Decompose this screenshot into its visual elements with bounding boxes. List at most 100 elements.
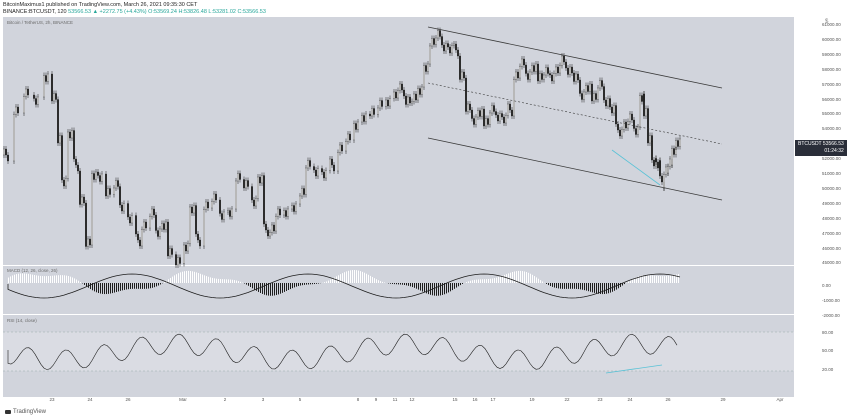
macd-bar — [190, 271, 191, 283]
candle-body — [441, 36, 443, 46]
candle-body — [71, 130, 73, 139]
candle-body — [663, 174, 665, 189]
candle-body — [347, 133, 349, 142]
candle-body — [673, 148, 675, 155]
macd-bar — [660, 276, 661, 283]
candle-body — [463, 71, 465, 79]
macd-bar — [216, 278, 217, 283]
candle-body — [47, 73, 49, 82]
macd-bar — [442, 283, 443, 295]
macd-bar — [674, 274, 675, 283]
last-price-tag: BTCUSDT 53566.53 01:24:32 — [795, 140, 847, 156]
macd-bar — [654, 275, 655, 283]
candle-body — [677, 140, 679, 147]
macd-bar — [228, 279, 229, 283]
macd-bar — [62, 275, 63, 283]
macd-bar — [212, 277, 213, 283]
symbol-name: BINANCE:BTCUSDT, 120 — [3, 9, 67, 15]
macd-bar — [188, 270, 189, 283]
candle-body — [583, 91, 585, 100]
candle-body — [199, 239, 201, 247]
macd-bar — [182, 271, 183, 283]
candle-body — [275, 216, 277, 232]
macd-bar — [218, 278, 219, 283]
candle-body — [361, 115, 363, 123]
macd-bar — [194, 271, 195, 283]
macd-bar — [348, 270, 349, 283]
candle-body — [563, 55, 565, 63]
brand-name: TradingView — [13, 409, 47, 415]
price-tick: 61000.00 — [822, 22, 841, 27]
candle-body — [3, 148, 5, 156]
macd-bar — [492, 278, 493, 283]
time-tick: Mar — [179, 397, 187, 402]
macd-bar — [636, 276, 637, 283]
macd-bar — [580, 283, 581, 290]
time-tick: 11 — [392, 397, 398, 402]
macd-bar — [434, 283, 435, 296]
macd-bar — [272, 283, 273, 296]
candle-body — [211, 201, 213, 209]
candle-body — [621, 129, 623, 137]
candle-body — [669, 158, 671, 167]
macd-bar — [50, 275, 51, 283]
candle-body — [329, 158, 331, 171]
macd-bar — [484, 279, 485, 283]
macd-bar — [552, 283, 553, 287]
macd-bar — [516, 271, 517, 283]
macd-bar — [428, 283, 429, 295]
macd-bar — [526, 272, 527, 283]
candle-body — [389, 98, 391, 107]
price-axis[interactable] — [794, 17, 850, 397]
candle-body — [587, 85, 589, 92]
candle-body — [137, 233, 139, 241]
macd-bar — [456, 283, 457, 288]
candle-body — [593, 93, 595, 102]
candle-body — [635, 128, 637, 135]
macd-bar — [356, 270, 357, 283]
candle-body — [505, 115, 507, 124]
macd-bar — [590, 283, 591, 292]
macd-bar — [16, 274, 17, 283]
macd-bar — [500, 276, 501, 283]
candle-body — [25, 88, 27, 97]
candle-body — [139, 239, 141, 247]
macd-bar — [18, 273, 19, 283]
candle-body — [153, 208, 155, 216]
macd-bar — [652, 275, 653, 283]
macd-bar — [152, 283, 153, 288]
macd-bar — [648, 275, 649, 283]
macd-bar — [448, 283, 449, 293]
macd-bar — [496, 277, 497, 283]
macd-bar — [48, 276, 49, 283]
macd-bar — [346, 271, 347, 283]
macd-bar — [422, 283, 423, 292]
macd-bar — [556, 283, 557, 289]
candle-body — [527, 73, 529, 80]
macd-bar — [562, 283, 563, 289]
candle-body — [79, 170, 81, 205]
macd-bar — [564, 283, 565, 289]
candle-body — [215, 193, 217, 201]
tradingview-brand[interactable]: TradingView — [5, 409, 46, 415]
macd-bar — [616, 283, 617, 290]
price-tick: 57000.00 — [822, 81, 841, 87]
price-pane[interactable] — [3, 17, 794, 265]
candle-body — [547, 67, 549, 74]
candle-body — [537, 63, 539, 82]
macd-bar — [342, 273, 343, 283]
candle-body — [151, 208, 153, 217]
candle-body — [5, 148, 7, 156]
candle-body — [67, 131, 69, 179]
symbol-info: BINANCE:BTCUSDT, 120 53566.53 ▲ +2272.75… — [3, 9, 266, 15]
candle-body — [471, 109, 473, 119]
candle-body — [483, 108, 485, 127]
macd-bar — [104, 283, 105, 295]
candle-body — [169, 248, 171, 257]
candle-body — [353, 123, 355, 141]
macd-bar — [268, 283, 269, 296]
candle-body — [479, 110, 481, 117]
time-tick: 24 — [87, 397, 93, 402]
currency-icon[interactable]: $ — [825, 19, 829, 25]
macd-bar — [138, 283, 139, 289]
